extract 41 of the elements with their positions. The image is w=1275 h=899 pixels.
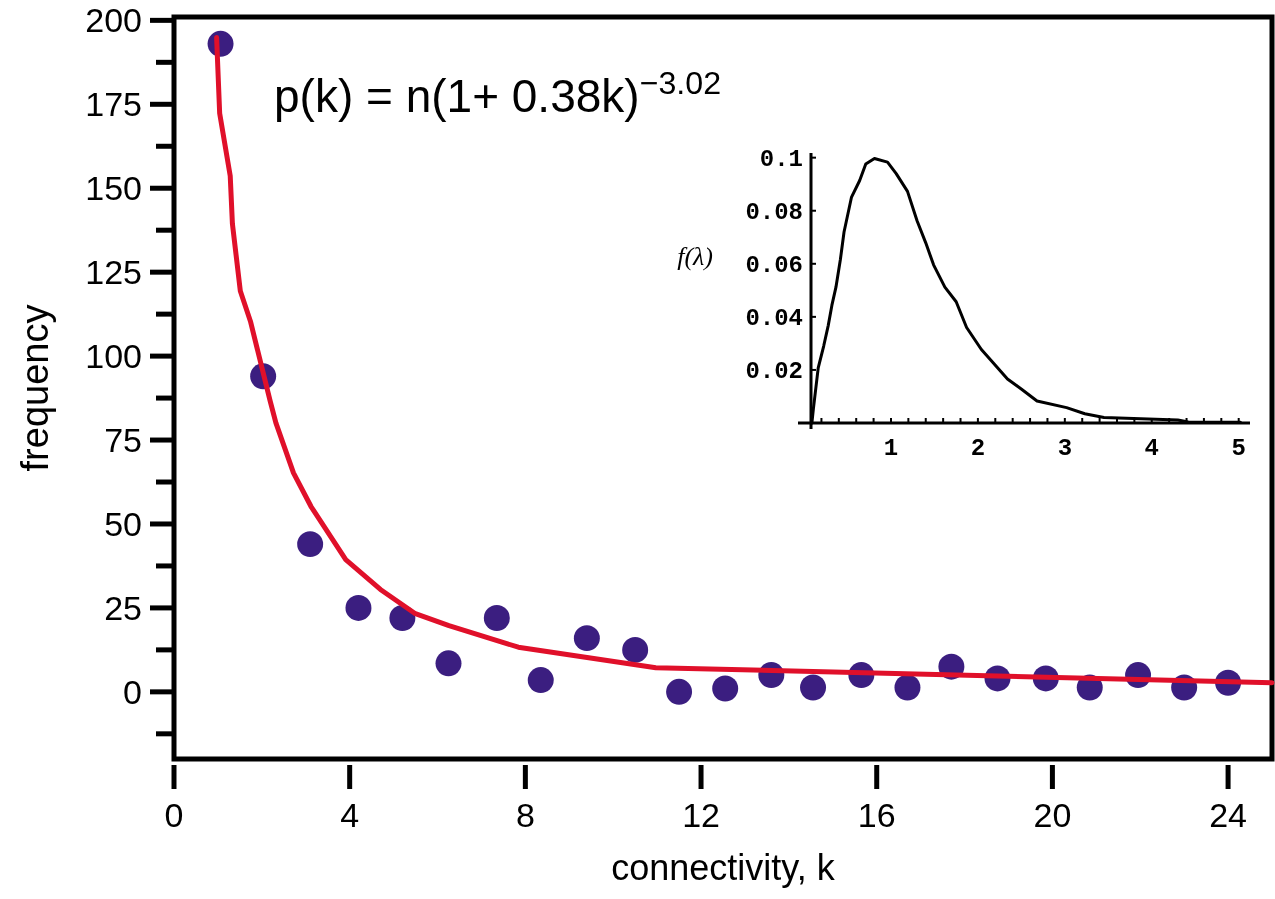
x-tick-label: 4 <box>1144 435 1159 462</box>
x-tick-label: 16 <box>857 796 896 834</box>
y-tick-label: 25 <box>104 588 142 627</box>
point <box>712 675 739 702</box>
y-tick-label: 125 <box>85 253 142 292</box>
x-tick-label: 0 <box>164 796 184 834</box>
y-axis-title: f(λ) <box>677 242 713 271</box>
x-tick-label: 12 <box>682 796 720 834</box>
y-tick-label: 0.04 <box>745 305 803 333</box>
y-tick-label: 75 <box>104 420 142 459</box>
x-tick-label: 5 <box>1231 435 1246 462</box>
annotation: p(k) = n(1+ 0.38k)$^{−3.02}$ <box>274 65 722 122</box>
y-tick-label: 100 <box>85 337 142 375</box>
y-tick-label: 175 <box>85 85 142 124</box>
point <box>800 674 827 701</box>
y-tick-label: 50 <box>104 504 142 543</box>
x-tick-label: 2 <box>970 435 986 462</box>
y-tick-label: 0.02 <box>745 358 803 386</box>
y-axis-title: frequency <box>14 304 56 472</box>
x-tick-label: 3 <box>1057 435 1073 462</box>
point <box>894 674 921 701</box>
point <box>622 636 649 663</box>
x-tick-label: 1 <box>883 435 899 462</box>
point <box>345 594 372 621</box>
point <box>573 625 600 652</box>
point <box>666 678 693 705</box>
y-tick-label: 0.1 <box>759 146 803 174</box>
point <box>435 650 462 677</box>
point <box>297 531 324 558</box>
x-tick-label: 24 <box>1209 796 1247 834</box>
x-axis-title: connectivity, k <box>611 847 836 888</box>
y-tick-label: 0.06 <box>745 252 803 280</box>
y-tick-label: 0 <box>123 672 142 711</box>
x-tick-label: 4 <box>340 796 360 834</box>
y-tick-label: 150 <box>85 169 142 208</box>
x-tick-label: 8 <box>515 796 535 834</box>
y-tick-label: 0.08 <box>745 199 803 227</box>
point <box>483 605 510 631</box>
point <box>527 667 554 694</box>
y-tick-label: 200 <box>85 1 142 40</box>
x-tick-label: 20 <box>1033 796 1072 834</box>
